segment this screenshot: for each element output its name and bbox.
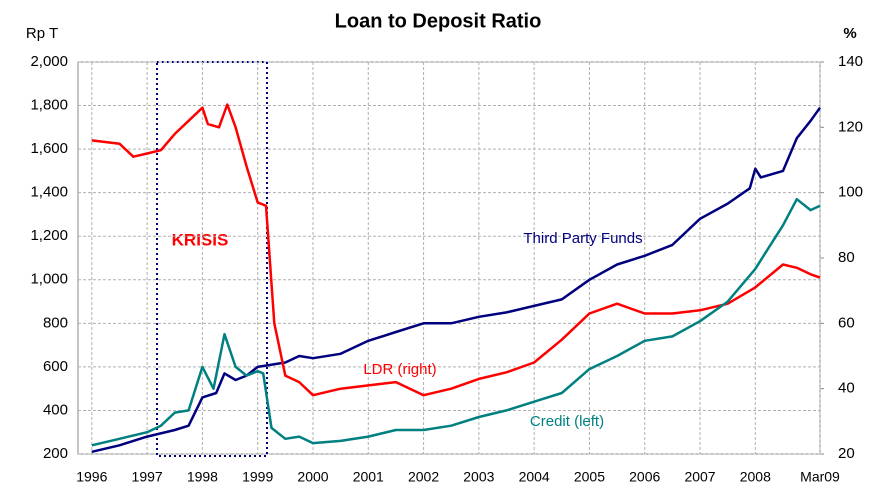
y-tick-label: 1,600 [30,140,68,157]
y-tick-label: 1,800 [30,97,68,114]
series-line [91,106,822,454]
y-tick-label: 1,000 [30,271,68,288]
annotation: KRISIS [172,230,229,249]
x-tick-label: 2004 [519,469,550,485]
y2-tick-label: 140 [838,53,863,70]
y2-tick-label: 60 [838,314,855,331]
x-tick-label: 2000 [297,469,328,485]
x-tick-label: 1999 [242,469,273,485]
x-tick-label: 2003 [463,469,494,485]
x-tick-label: 2002 [408,469,439,485]
y-tick-label: 400 [43,401,68,418]
series-label: LDR (right) [363,361,436,378]
x-tick-label: Mar09 [800,469,840,485]
y-tick-label: 1,400 [30,184,68,201]
x-tick-label: 2008 [740,469,771,485]
series-line [91,103,821,397]
y-tick-label: 2,000 [30,53,68,70]
y2-tick-label: 80 [838,249,855,266]
y2-tick-label: 100 [838,184,863,201]
y-tick-label: 800 [43,314,68,331]
x-tick-label: 2007 [684,469,715,485]
series-line [91,197,821,447]
crisis-box [156,61,268,457]
y2-axis-label: % [843,25,856,42]
series-label: Third Party Funds [523,230,642,247]
y2-tick-label: 40 [838,380,855,397]
x-tick-label: 2006 [629,469,660,485]
x-tick-label: 1996 [76,469,107,485]
y-axis-label: Rp T [26,25,58,42]
y-tick-label: 600 [43,358,68,375]
series-label: Credit (left) [530,413,604,430]
x-tick-label: 1998 [187,469,218,485]
chart-title: Loan to Deposit Ratio [335,10,542,32]
x-tick-label: 2001 [353,469,384,485]
y2-tick-label: 120 [838,118,863,135]
y2-tick-label: 20 [838,445,855,462]
x-tick-label: 2005 [574,469,605,485]
x-tick-label: 1997 [132,469,163,485]
y-tick-label: 1,200 [30,227,68,244]
y-tick-label: 200 [43,445,68,462]
